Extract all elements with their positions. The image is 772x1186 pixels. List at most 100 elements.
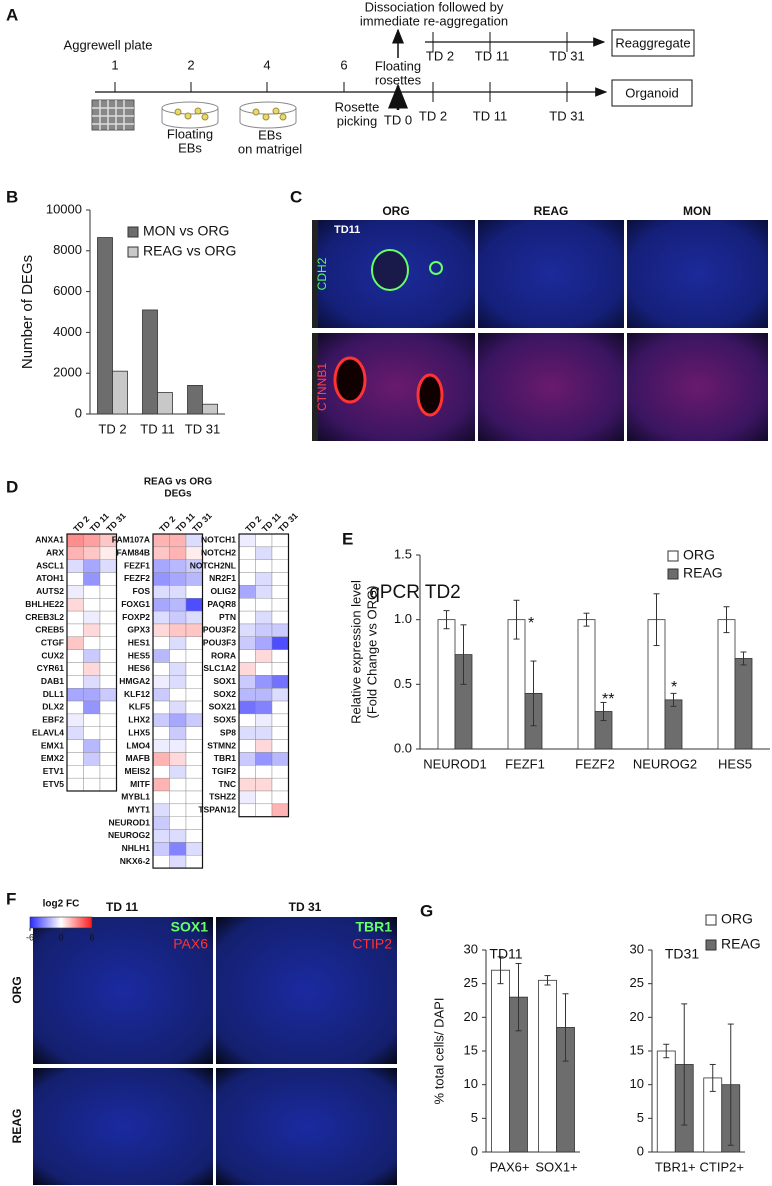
- y-tick-label: 2000: [53, 365, 82, 380]
- bar: [664, 699, 683, 750]
- heat-cell: [271, 623, 289, 638]
- heat-cell: [255, 585, 273, 599]
- gene-label: PAQR8: [207, 599, 236, 609]
- y-tick-label: 8000: [53, 242, 82, 257]
- micrographs-c: [312, 220, 768, 441]
- column-header: TD 11: [106, 900, 138, 914]
- tp-label: TD 2: [426, 48, 454, 63]
- tp-label: TD 31: [549, 48, 584, 63]
- gene-label: DLL1: [43, 689, 65, 699]
- heat-cell: [83, 546, 101, 560]
- heat-cell: [152, 829, 170, 843]
- gene-label: MEIS2: [124, 766, 150, 776]
- heat-cell: [152, 816, 170, 830]
- heat-cell: [271, 790, 289, 805]
- legend-label: ORG: [683, 547, 715, 563]
- heat-cell: [185, 533, 203, 548]
- heatmap-title: DEGs: [164, 489, 192, 500]
- heat-cell: [66, 700, 84, 715]
- heat-cell: [66, 752, 84, 766]
- gene-label: DAB1: [41, 676, 64, 686]
- legend-swatch: [127, 226, 139, 238]
- colorbar-label: log2 FC: [43, 899, 80, 910]
- heat-cell: [185, 855, 203, 869]
- gene-label: FEZF2: [124, 573, 150, 583]
- panel-label: D: [6, 477, 18, 496]
- heat-cell: [66, 675, 84, 689]
- heat-cell: [185, 842, 203, 856]
- error-bar: [653, 593, 660, 647]
- bar: [734, 658, 753, 750]
- heat-cell: [152, 777, 170, 792]
- step-label: on matrigel: [238, 141, 302, 156]
- heat-cell: [169, 713, 187, 727]
- day-label: 4: [263, 57, 270, 72]
- heat-cell: [271, 662, 289, 676]
- tp-label: TD 11: [475, 48, 509, 63]
- gene-label: BHLHE22: [25, 599, 64, 609]
- heat-frame: [66, 533, 118, 792]
- heat-cell: [152, 623, 170, 638]
- timepoint-label: TD 2: [71, 514, 91, 534]
- box-label: Reaggregate: [615, 35, 690, 50]
- heat-cell: [152, 546, 170, 560]
- heat-cell: [238, 533, 256, 548]
- step-label: Floating: [167, 126, 213, 141]
- heat-cell: [83, 688, 101, 702]
- heat-cell: [66, 598, 84, 612]
- gene-label: TBR1: [214, 753, 236, 763]
- heat-cell: [238, 713, 256, 727]
- heat-cell: [271, 700, 289, 715]
- error-bar: [681, 1003, 688, 1126]
- gene-label: LHX2: [128, 715, 150, 725]
- x-tick-label: FEZF1: [505, 756, 545, 771]
- heat-cell: [255, 688, 273, 702]
- y-axis-label: % total cells/ DAPI: [431, 998, 446, 1105]
- chart-title: TD11: [489, 946, 522, 962]
- step-label: Floating: [375, 58, 421, 73]
- y-tick-label: 10: [630, 1076, 644, 1091]
- heat-cell: [99, 572, 117, 586]
- gene-label: SOX2: [213, 689, 236, 699]
- heat-cell: [271, 777, 289, 792]
- gene-label: KLF5: [129, 702, 151, 712]
- heat-cell: [66, 662, 84, 676]
- gene-label: MITF: [130, 779, 150, 789]
- heat-cell: [169, 700, 187, 715]
- heat-cell: [169, 610, 187, 625]
- error-bar: [544, 975, 551, 986]
- heat-cell: [238, 623, 256, 638]
- heat-cell: [169, 777, 187, 792]
- heat-cell: [169, 739, 187, 753]
- timepoint-label: TD 2: [157, 514, 177, 534]
- heat-cell: [152, 739, 170, 753]
- heat-cell: [271, 649, 289, 663]
- y-tick-label: 20: [630, 1009, 644, 1024]
- heat-cell: [271, 559, 289, 573]
- heat-cell: [255, 675, 273, 689]
- timepoint-label: TD 31: [104, 510, 128, 534]
- gene-label: SOX1: [213, 676, 236, 686]
- heat-cell: [83, 610, 101, 625]
- y-axis-label: (Fold Change vs ORG): [364, 586, 379, 719]
- gene-label: LMO4: [126, 740, 150, 750]
- y-tick-label: 10: [464, 1076, 478, 1091]
- gene-label: FAM84B: [116, 548, 150, 558]
- heat-cell: [238, 790, 256, 805]
- y-tick-label: 20: [464, 1009, 478, 1024]
- heat-cell: [169, 816, 187, 830]
- heat-cell: [83, 700, 101, 715]
- step-label: Dissociation followed by: [365, 0, 504, 14]
- micrograph: [216, 917, 397, 1064]
- heat-cell: [66, 726, 84, 740]
- gene-label: EBF2: [42, 715, 64, 725]
- heat-cell: [255, 649, 273, 663]
- heat-cell: [255, 765, 273, 779]
- x-tick-label: CTIP2+: [700, 1159, 744, 1174]
- gene-label: NEUROD1: [108, 817, 150, 827]
- heat-cell: [255, 726, 273, 740]
- day-label: 2: [187, 57, 194, 72]
- error-bar: [583, 612, 590, 627]
- heat-cell: [169, 598, 187, 612]
